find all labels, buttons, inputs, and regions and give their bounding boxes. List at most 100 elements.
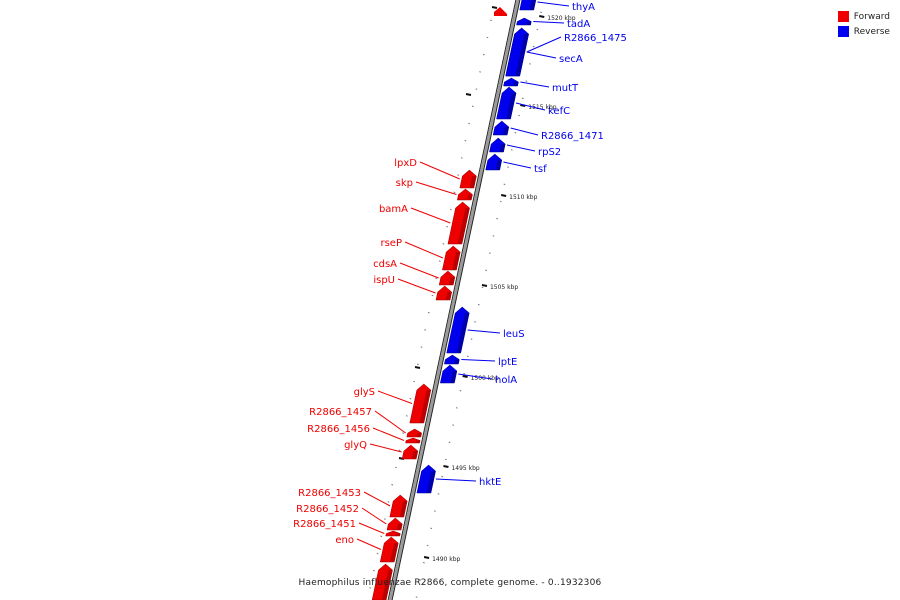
gene-label-skp: skp <box>396 178 413 189</box>
minor-tick <box>514 131 517 134</box>
minor-tick <box>471 105 474 108</box>
gene-label-thyA: thyA <box>572 2 595 13</box>
backbone-edge-right <box>391 0 521 600</box>
label-leader-leuS <box>467 329 501 334</box>
minor-tick-dark <box>414 366 421 369</box>
minor-tick <box>510 149 513 151</box>
minor-tick <box>521 97 524 100</box>
backbone-edge-left <box>387 0 517 600</box>
gene-label-tadA: tadA <box>567 19 590 30</box>
minor-tick <box>470 338 473 340</box>
minor-tick <box>488 252 491 254</box>
minor-tick <box>466 355 469 358</box>
label-leader-R2866_1451 <box>358 522 385 534</box>
gene-shade-bamA <box>457 208 470 244</box>
gene-shade-tsf <box>495 160 502 170</box>
minor-tick <box>430 527 433 530</box>
minor-tick <box>438 260 441 262</box>
gene-shade-R2866_1471 <box>502 127 509 135</box>
genome-caption: Haemophilus influenzae R2866, complete g… <box>298 578 602 588</box>
gene-shade-R2866_1453 <box>399 501 408 517</box>
gene-label-holA: holA <box>495 375 517 386</box>
minor-tick <box>420 346 423 348</box>
minor-tick <box>475 88 478 90</box>
gene-label-lpxD: lpxD <box>394 158 417 169</box>
gene-shade-R2866_1452 <box>396 524 403 530</box>
minor-tick <box>490 19 493 22</box>
gene-shade-rseP <box>452 252 461 270</box>
kbp-tick-mark <box>500 194 507 197</box>
minor-tick <box>413 380 416 383</box>
gene-label-secA: secA <box>559 54 583 65</box>
gene-shade-glyQ <box>411 451 418 459</box>
gene-shade-hktE <box>426 471 436 493</box>
minor-tick <box>532 45 535 48</box>
legend: Forward Reverse <box>837 9 890 39</box>
gene-label-ispU: ispU <box>373 275 395 286</box>
label-leader-hktE <box>435 478 477 482</box>
label-leader-tsf <box>503 161 532 169</box>
gene-shade-eno <box>390 543 399 562</box>
gene-shade-R2866_1457 <box>416 433 422 437</box>
gene-shade-leuS <box>456 313 470 353</box>
minor-tick <box>380 535 383 538</box>
minor-tick <box>409 397 412 400</box>
gene-label-R2866_1457: R2866_1457 <box>309 407 372 418</box>
label-leader-R2866_1452 <box>361 507 387 525</box>
label-leader-rpS2 <box>506 144 536 152</box>
gene-shape <box>494 7 507 16</box>
minor-tick <box>540 11 543 14</box>
label-leader-ispU <box>397 278 436 294</box>
gene-shade-skp <box>467 194 473 200</box>
minor-tick <box>481 286 484 289</box>
kbp-tick-mark <box>520 104 526 107</box>
minor-tick <box>529 63 532 65</box>
minor-tick <box>416 363 419 366</box>
legend-reverse: Reverse <box>837 24 890 39</box>
gene-shape-bamA <box>447 201 470 245</box>
label-leader-secA <box>526 51 557 59</box>
gene-shape-leuS <box>446 306 470 354</box>
minor-tick <box>433 510 436 512</box>
minor-tick <box>485 269 488 272</box>
minor-tick <box>441 475 444 478</box>
gene-shade-rpS2 <box>499 144 506 152</box>
label-leader-mutT <box>520 81 550 88</box>
minor-tick <box>459 389 462 392</box>
minor-tick-dark <box>491 6 498 9</box>
gene-shade-__extra <box>381 570 393 600</box>
label-leader-glyS <box>377 390 413 404</box>
minor-tick <box>419 579 422 581</box>
minor-tick <box>499 200 502 203</box>
minor-tick <box>479 71 482 73</box>
label-leader-R2866_1471 <box>510 127 539 136</box>
minor-tick <box>503 183 506 186</box>
forward-swatch <box>837 11 849 22</box>
label-leader-R2866_1457 <box>374 410 406 434</box>
label-leader-skp <box>415 181 457 195</box>
minor-tick <box>444 458 447 461</box>
kbp-tick-mark <box>423 556 430 559</box>
minor-tick <box>496 217 499 220</box>
legend-forward: Forward <box>837 9 890 24</box>
label-leader-R2866_1456 <box>372 427 405 441</box>
reverse-swatch <box>837 26 849 37</box>
gene-shade-holA <box>450 371 457 383</box>
gene-label-R2866_1452: R2866_1452 <box>296 504 359 515</box>
minor-tick <box>426 544 429 547</box>
gene-features <box>371 0 537 600</box>
minor-tick <box>477 303 480 306</box>
label-leader-R2866_1475 <box>526 36 562 53</box>
minor-tick <box>383 518 386 520</box>
minor-tick <box>463 372 466 375</box>
gene-label-glyS: glyS <box>354 387 375 398</box>
gene-shade-R2866_1456 <box>415 440 421 443</box>
gene-label-rpS2: rpS2 <box>538 147 561 158</box>
gene-label-hktE: hktE <box>479 477 501 488</box>
minor-tick <box>449 208 452 211</box>
gene-shade-glyS <box>419 390 431 423</box>
minor-tick <box>391 483 394 486</box>
kbp-tick-label: 1520 kbp <box>547 15 575 22</box>
label-leader-cdsA <box>399 262 439 279</box>
